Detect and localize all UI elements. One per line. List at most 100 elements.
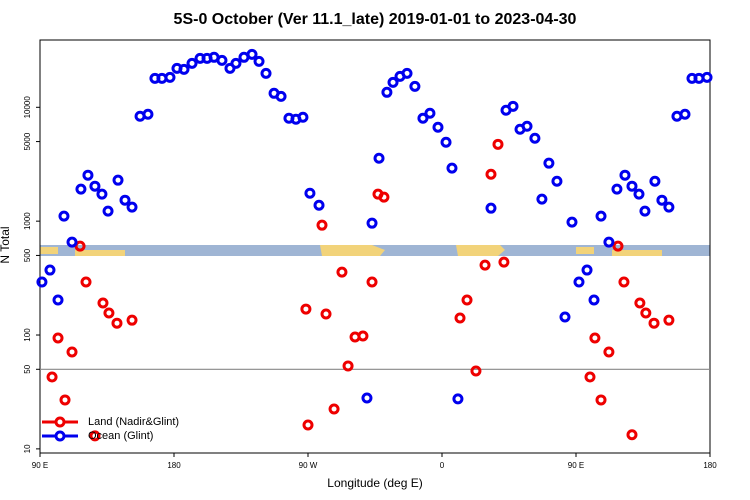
data-point (595, 394, 607, 406)
data-point (378, 191, 390, 203)
data-point (300, 303, 312, 315)
data-point (97, 297, 109, 309)
data-point (381, 86, 393, 98)
data-point (387, 76, 399, 88)
data-point (230, 57, 242, 69)
data-point (361, 392, 373, 404)
data-point (126, 201, 138, 213)
data-point (59, 394, 71, 406)
data-point (679, 108, 691, 120)
data-point (634, 297, 646, 309)
data-point (454, 312, 466, 324)
data-point (612, 240, 624, 252)
data-point (80, 276, 92, 288)
y-tick-label: 100 (23, 328, 32, 342)
data-point (313, 199, 325, 211)
y-tick-label: 50 (23, 364, 32, 373)
data-point (178, 63, 190, 75)
data-point (401, 67, 413, 79)
data-point (485, 168, 497, 180)
map-land (40, 247, 58, 254)
data-point (529, 132, 541, 144)
y-tick-label: 10 (23, 444, 32, 453)
data-point (52, 294, 64, 306)
data-point (342, 360, 354, 372)
map-land (576, 247, 594, 254)
data-point (44, 264, 56, 276)
data-point (626, 429, 638, 441)
data-point (618, 276, 630, 288)
map-land (75, 250, 125, 256)
data-point (366, 276, 378, 288)
x-tick-label: 90 E (32, 461, 48, 470)
data-point (479, 259, 491, 271)
data-point (656, 194, 668, 206)
x-tick-label: 90 E (568, 461, 584, 470)
data-point (589, 332, 601, 344)
data-point (536, 193, 548, 205)
data-point (649, 175, 661, 187)
data-point (424, 107, 436, 119)
data-point (216, 54, 228, 66)
data-point (297, 111, 309, 123)
data-point (461, 294, 473, 306)
legend-label: Ocean (Glint) (88, 430, 153, 442)
chart-title: 5S-0 October (Ver 11.1_late) 2019-01-01 … (174, 11, 577, 28)
data-point (619, 169, 631, 181)
data-point (36, 276, 48, 288)
y-tick-label: 500 (23, 248, 32, 262)
data-point (417, 112, 429, 124)
data-point (96, 188, 108, 200)
data-point (111, 317, 123, 329)
data-point (316, 219, 328, 231)
data-point (521, 120, 533, 132)
data-point (320, 308, 332, 320)
data-point (275, 90, 287, 102)
data-point (588, 294, 600, 306)
data-point (573, 276, 585, 288)
data-point (102, 205, 114, 217)
data-point (304, 187, 316, 199)
data-point (357, 330, 369, 342)
data-point (328, 403, 340, 415)
data-point (498, 256, 510, 268)
data-point (66, 236, 78, 248)
data-point (89, 430, 101, 442)
data-point (663, 314, 675, 326)
y-tick-label: 1000 (23, 212, 32, 230)
data-point (260, 67, 272, 79)
data-point (373, 152, 385, 164)
legend-label: Land (Nadir&Glint) (88, 416, 179, 428)
data-point (246, 48, 258, 60)
data-point (543, 157, 555, 169)
data-point (452, 393, 464, 405)
y-axis-label: N Total (0, 226, 12, 263)
data-point (186, 57, 198, 69)
data-point (52, 332, 64, 344)
x-axis-label: Longitude (deg E) (327, 476, 422, 490)
data-point (559, 311, 571, 323)
data-point (82, 169, 94, 181)
map-land (612, 250, 662, 256)
data-point (302, 419, 314, 431)
data-point (409, 80, 421, 92)
x-tick-label: 180 (167, 461, 181, 470)
data-point (566, 216, 578, 228)
legend-marker (54, 430, 66, 442)
x-tick-label: 0 (440, 461, 445, 470)
data-point (640, 307, 652, 319)
data-point (89, 180, 101, 192)
data-point (58, 210, 70, 222)
data-point (74, 240, 86, 252)
map-land (320, 245, 385, 256)
data-point (470, 365, 482, 377)
data-point (119, 194, 131, 206)
legend: Land (Nadir&Glint) Ocean (Glint) (42, 416, 179, 442)
x-tick-label: 180 (703, 461, 717, 470)
data-point (595, 210, 607, 222)
data-point (648, 317, 660, 329)
data-point (440, 136, 452, 148)
data-point (75, 183, 87, 195)
data-point (633, 188, 645, 200)
